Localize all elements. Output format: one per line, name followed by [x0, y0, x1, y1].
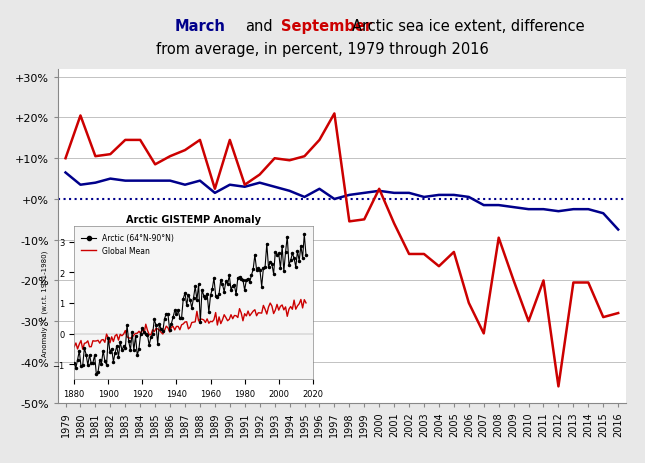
Text: Arctic sea ice extent, difference: Arctic sea ice extent, difference — [352, 19, 584, 33]
Legend: Arctic (64°N-90°N), Global Mean: Arctic (64°N-90°N), Global Mean — [78, 231, 177, 258]
Title: Arctic GISTEMP Anomaly: Arctic GISTEMP Anomaly — [126, 215, 261, 225]
Y-axis label: Anomaly °C (w.r.t. 1951-1980): Anomaly °C (w.r.t. 1951-1980) — [42, 250, 50, 357]
Text: from average, in percent, 1979 through 2016: from average, in percent, 1979 through 2… — [156, 42, 489, 56]
Text: March: March — [174, 19, 225, 33]
Text: September: September — [281, 19, 372, 33]
Text: and: and — [245, 19, 273, 33]
